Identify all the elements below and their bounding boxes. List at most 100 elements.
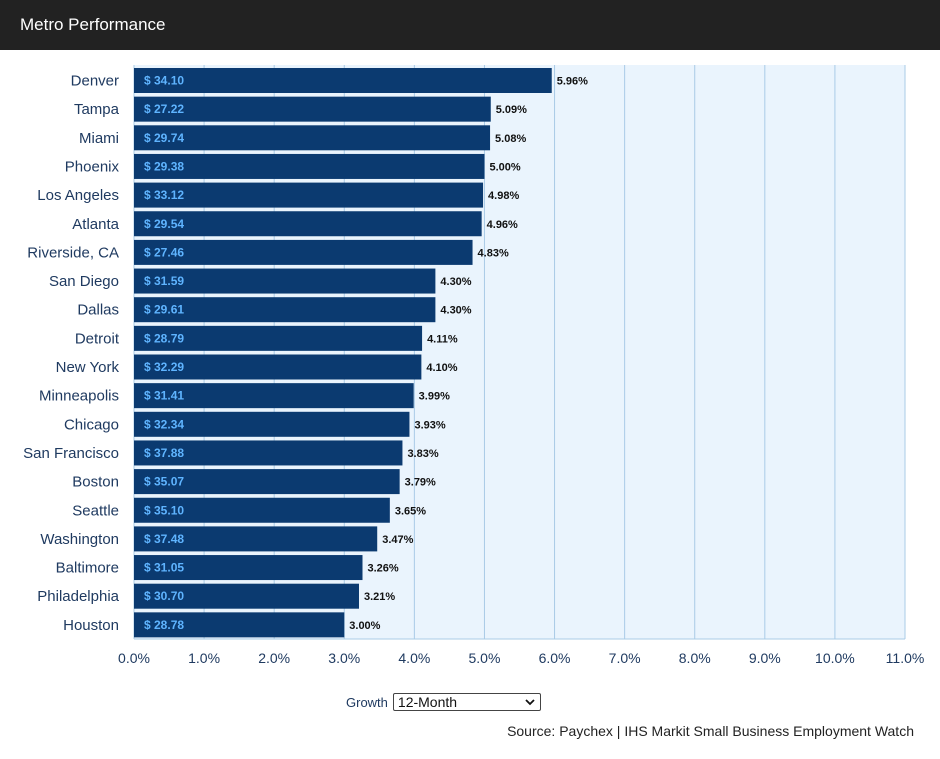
bar-price-label: $ 35.10 [144,503,184,517]
bar [134,211,482,237]
bar-value-label: 3.83% [407,448,438,460]
bar-value-label: 3.47% [382,534,413,546]
category-label: Houston [63,617,119,634]
bar [134,526,378,552]
bar [134,383,414,409]
growth-select[interactable]: 12-Month [392,693,541,711]
bar-price-label: $ 29.38 [144,159,184,173]
bar-chart: $ 34.10 5.96% $ 27.22 5.09% $ 29.74 5.08% $ 29… [23,65,924,666]
bar [134,469,400,495]
bar [134,268,436,294]
bar-value-label: 5.09% [496,104,527,116]
bar-value-label: 4.10% [426,362,457,374]
bar-price-label: $ 32.29 [144,360,184,374]
x-tick-label: 7.0% [609,650,641,666]
bar [134,354,422,380]
bar-value-label: 3.00% [349,620,380,632]
bar-value-label: 5.08% [495,133,526,145]
x-tick-label: 11.0% [886,650,925,666]
bar [134,68,552,93]
bar-price-label: $ 31.05 [144,561,184,575]
category-label: Detroit [75,330,120,347]
category-label: Boston [72,474,119,491]
category-label: Miami [79,130,119,147]
bar-value-label: 4.11% [427,333,458,345]
bar-price-label: $ 28.79 [144,331,184,345]
bar-price-label: $ 30.70 [144,589,184,603]
page-title: Metro Performance [20,15,166,34]
bar [134,411,410,437]
x-tick-label: 6.0% [539,650,571,666]
bar [134,555,363,581]
x-tick-label: 0.0% [118,650,150,666]
category-label: Dallas [77,302,119,319]
bar-value-label: 3.65% [395,505,426,517]
bar-price-label: $ 33.12 [144,188,184,202]
category-label: Denver [71,73,119,90]
category-label: Baltimore [56,560,119,577]
bar [134,153,485,179]
source-note: Source: Paychex | IHS Markit Small Busin… [507,723,914,739]
bar-price-label: $ 35.07 [144,475,184,489]
x-tick-label: 2.0% [258,650,290,666]
growth-select-value: 12-Month [397,694,458,710]
bar-value-label: 4.98% [488,190,519,202]
category-label: Philadelphia [37,588,119,605]
category-label: Atlanta [72,216,119,233]
x-tick-label: 4.0% [398,650,430,666]
bar [134,325,423,351]
bar-price-label: $ 29.54 [144,217,184,231]
bar-price-label: $ 29.74 [144,131,184,145]
x-tick-label: 3.0% [328,650,360,666]
category-label: Washington [40,531,119,548]
bar-price-label: $ 37.88 [144,446,184,460]
bar-price-label: $ 37.48 [144,532,184,546]
growth-label: Growth [346,694,388,710]
bar-value-label: 5.00% [489,161,520,173]
bar-value-label: 3.79% [405,477,436,489]
bar-value-label: 3.93% [414,419,445,431]
bar-value-label: 3.99% [419,391,450,403]
category-label: Seattle [72,502,119,519]
category-label: San Diego [49,273,119,290]
growth-control: Growth 12-Month [346,693,541,711]
bar-price-label: $ 34.10 [144,74,184,88]
bar [134,96,491,122]
category-label: Phoenix [65,158,120,175]
bar-price-label: $ 31.41 [144,389,184,403]
bar [134,497,390,523]
bar-value-label: 4.30% [440,276,471,288]
plot-background [134,65,905,639]
bar [134,182,484,208]
bar-value-label: 4.30% [440,305,471,317]
x-tick-label: 10.0% [815,650,855,666]
bar [134,125,491,151]
bar-price-label: $ 28.78 [144,618,184,632]
bar-value-label: 3.26% [367,563,398,575]
bar [134,297,436,323]
bar-price-label: $ 31.59 [144,274,184,288]
category-label: New York [56,359,120,376]
bar [134,583,359,609]
category-label: Los Angeles [37,187,119,204]
x-tick-label: 9.0% [749,650,781,666]
bar-value-label: 4.83% [478,247,509,259]
x-tick-label: 8.0% [679,650,711,666]
header-bar: Metro Performance [0,0,940,50]
bar-price-label: $ 27.46 [144,245,184,259]
bar [134,612,345,638]
chevron-down-icon [525,699,535,706]
bar-price-label: $ 27.22 [144,102,184,116]
bar-value-label: 4.96% [487,219,518,231]
bars-group: $ 34.10 5.96% $ 27.22 5.09% $ 29.74 5.08% $ 29… [134,68,588,638]
category-label: Chicago [64,416,119,433]
x-axis-ticks: 0.0% 1.0% 2.0% 3.0% 4.0% 5.0% 6.0% 7.0% 8.0% 9.0%… [118,650,924,666]
bar [134,440,403,466]
x-tick-label: 5.0% [468,650,500,666]
category-label: Minneapolis [39,388,119,405]
bar-value-label: 5.96% [557,76,588,88]
category-label: Riverside, CA [27,244,119,261]
bar [134,239,473,265]
bar-value-label: 3.21% [364,591,395,603]
category-label: Tampa [74,101,120,118]
